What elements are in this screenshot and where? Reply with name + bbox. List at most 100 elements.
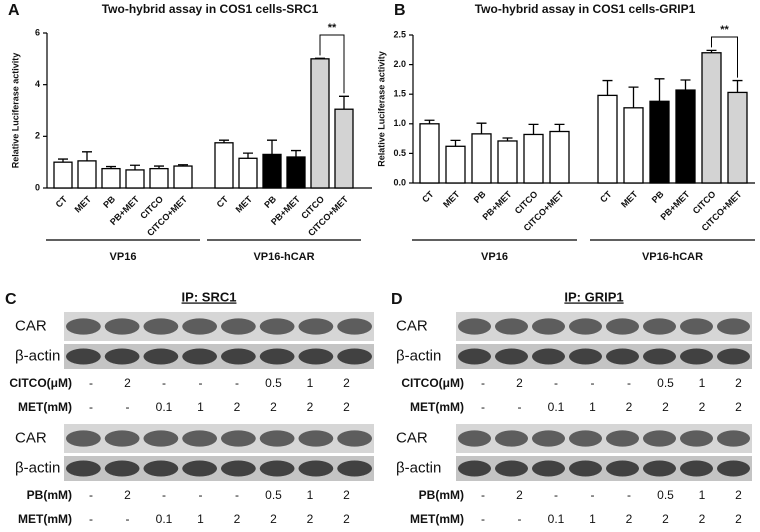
error-bar [339, 95, 349, 110]
condition-value: - [518, 512, 522, 526]
condition-name: CITCO(μM) [9, 376, 72, 390]
blot-band [298, 348, 334, 365]
condition-name: MET(mM) [18, 400, 72, 414]
error-bar [450, 139, 461, 147]
band-label: β-actin [396, 347, 441, 364]
blot-band [569, 460, 602, 477]
y-tick-label: 2 [35, 131, 40, 141]
significance-bracket [711, 36, 738, 78]
condition-value: 2 [626, 400, 633, 414]
bar [597, 94, 618, 184]
blot-band [495, 460, 528, 477]
error-bar [315, 57, 325, 59]
condition-value: 1 [307, 488, 314, 502]
blot-band [143, 430, 179, 447]
condition-value: 2 [124, 376, 131, 390]
blot-band [495, 430, 528, 447]
condition-name: MET(mM) [410, 400, 464, 414]
blot-band [717, 318, 750, 335]
group-label: VP16-hCAR [642, 251, 703, 263]
band-label: CAR [15, 429, 47, 446]
condition-value: - [235, 488, 239, 502]
condition-value: - [627, 488, 631, 502]
blot-band [532, 430, 565, 447]
error-bar [291, 149, 301, 157]
condition-value: - [126, 512, 130, 526]
blot-band [680, 348, 713, 365]
panel-title: IP: GRIP1 [564, 289, 623, 304]
condition-value: 0.5 [265, 488, 282, 502]
y-tick-label: 0.5 [393, 148, 406, 158]
x-tick-label: CT [598, 189, 614, 205]
panel-label: B [394, 2, 406, 19]
condition-name: MET(mM) [18, 512, 72, 526]
x-tick-label: MET [234, 194, 255, 215]
condition-value: 2 [516, 488, 523, 502]
bar [149, 167, 169, 189]
condition-value: 2 [307, 512, 314, 526]
blot-band [643, 348, 676, 365]
condition-value: - [481, 488, 485, 502]
condition-value: - [89, 488, 93, 502]
condition-value: 2 [343, 400, 350, 414]
y-tick-label: 1.0 [393, 118, 406, 128]
condition-value: - [199, 488, 203, 502]
error-bar [628, 86, 639, 108]
blot-band [104, 460, 140, 477]
group-label: VP16 [110, 251, 137, 263]
bar [497, 140, 518, 184]
bar [675, 89, 696, 184]
y-tick-label: 6 [35, 27, 40, 37]
blot-band [143, 460, 179, 477]
y-tick-label: 0.0 [393, 177, 406, 187]
error-bar [82, 151, 92, 161]
chart-title: Two-hybrid assay in COS1 cells-GRIP1 [475, 2, 696, 16]
bar [214, 142, 234, 189]
panel-label: C [5, 291, 17, 308]
bar [238, 157, 258, 189]
blot-band [717, 430, 750, 447]
condition-value: 0.5 [657, 488, 674, 502]
condition-value: 2 [699, 512, 706, 526]
condition-value: 1 [197, 400, 204, 414]
blot-band [182, 318, 217, 335]
y-axis-label: Relative Luciferase activity [376, 51, 386, 167]
y-tick-label: 4 [35, 79, 40, 89]
band-label: β-actin [15, 347, 60, 364]
error-bar [680, 79, 691, 91]
significance-label: ** [720, 24, 729, 36]
blot-band [643, 430, 676, 447]
condition-name: PB(mM) [27, 488, 72, 502]
error-bar [178, 164, 188, 167]
band-label: CAR [396, 317, 428, 334]
condition-value: 1 [589, 512, 596, 526]
bar [649, 100, 670, 184]
error-bar [706, 49, 717, 53]
bar [727, 91, 748, 184]
condition-value: 2 [699, 400, 706, 414]
blot-band [221, 460, 256, 477]
error-bar [154, 165, 164, 169]
condition-value: - [627, 376, 631, 390]
condition-value: - [162, 488, 166, 502]
blot-band [458, 430, 491, 447]
blot-band [221, 430, 256, 447]
condition-value: - [199, 376, 203, 390]
condition-value: 0.1 [548, 512, 565, 526]
condition-value: 2 [270, 400, 277, 414]
blot-band [495, 348, 528, 365]
bar [471, 133, 492, 184]
blot-band [182, 348, 217, 365]
condition-value: 2 [735, 376, 742, 390]
error-bar [602, 79, 613, 96]
blot-band [143, 318, 179, 335]
band-label: β-actin [396, 459, 441, 476]
condition-value: 2 [735, 512, 742, 526]
bar [334, 108, 354, 189]
blot-band [259, 348, 295, 365]
error-bar [424, 119, 435, 124]
band-label: CAR [15, 317, 47, 334]
condition-value: 0.1 [548, 400, 565, 414]
bar [623, 107, 644, 184]
condition-value: - [126, 400, 130, 414]
